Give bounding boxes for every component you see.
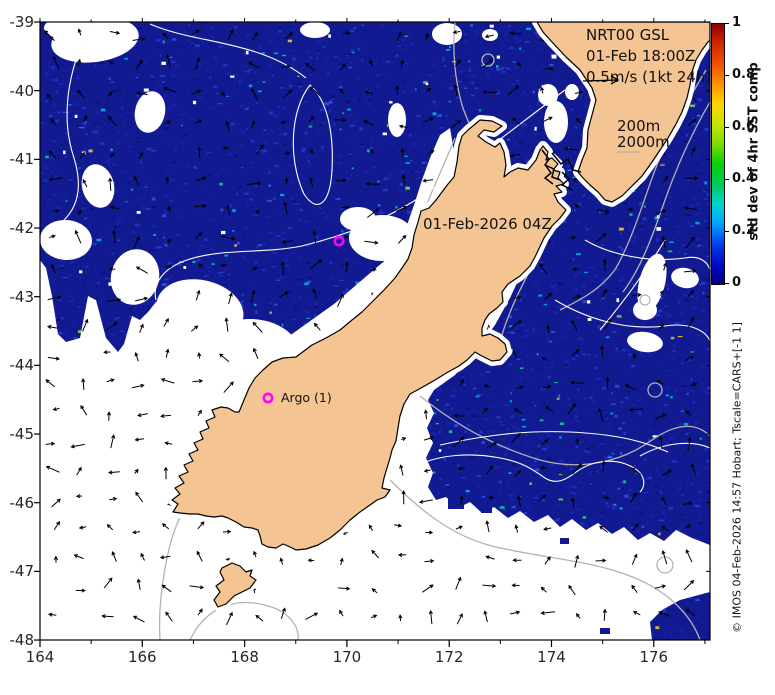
model-run-line1: NRT00 GSL [586, 26, 670, 44]
isobath-200m-label: 200m [617, 117, 661, 135]
x-tick-label: 168 [230, 648, 259, 666]
argo-float-marker [262, 392, 274, 404]
x-tick-label: 164 [25, 648, 55, 666]
x-tick-label: 174 [537, 648, 566, 666]
float-1-marker [333, 235, 345, 247]
x-tick-label: 166 [127, 648, 157, 666]
y-tick-label: -48 [9, 631, 35, 650]
vector-scale-label: 0.5m/s (1kt 24h) [586, 68, 712, 86]
colorbar-tick [725, 283, 729, 284]
y-tick-label: -46 [9, 493, 35, 512]
model-run-annotation: NRT00 GSL 01-Feb 18:00Z 0.5m/s (1kt 24h) [586, 25, 711, 88]
y-tick-label: -40 [9, 81, 35, 100]
x-tick-label: 176 [639, 648, 669, 666]
x-tick-label: 170 [332, 648, 362, 666]
date-annotation: 01-Feb-2026 04Z [423, 215, 552, 233]
colorbar-tick [725, 75, 729, 76]
argo-float-label: Argo (1) [281, 390, 332, 405]
colorbar-tick [725, 127, 729, 128]
colorbar-tick-label: 0.2 [732, 223, 756, 238]
colorbar-tick-label: 0.4 [732, 171, 756, 186]
x-tick-label: 172 [434, 648, 464, 666]
colorbar-tick-label: 0.6 [732, 119, 756, 134]
colorbar-tick-label: 0.8 [732, 67, 756, 82]
y-tick-label: -44 [9, 356, 35, 375]
y-tick-label: -43 [9, 287, 35, 306]
colorbar-tick-label: 1 [732, 15, 742, 30]
colorbar-tick [725, 231, 729, 232]
y-tick-label: -41 [9, 150, 35, 169]
model-run-line2: 01-Feb 18:00Z [586, 47, 696, 65]
y-tick-label: -47 [9, 562, 35, 581]
colorbar-title: std dev of 4hr SST comp [746, 62, 762, 241]
colorbar [711, 23, 725, 285]
colorbar-tick [725, 179, 729, 180]
isobath-2000m-label: 2000m [617, 133, 670, 151]
colorbar-tick [725, 23, 729, 24]
colorbar-tick-label: 0 [732, 275, 742, 290]
y-tick-label: -42 [9, 219, 35, 237]
y-tick-label: -45 [9, 425, 35, 444]
y-tick-label: -39 [9, 13, 35, 31]
copyright-text: © IMOS 04-Feb-2026 14:57 Hobart; Tscale=… [730, 322, 744, 633]
